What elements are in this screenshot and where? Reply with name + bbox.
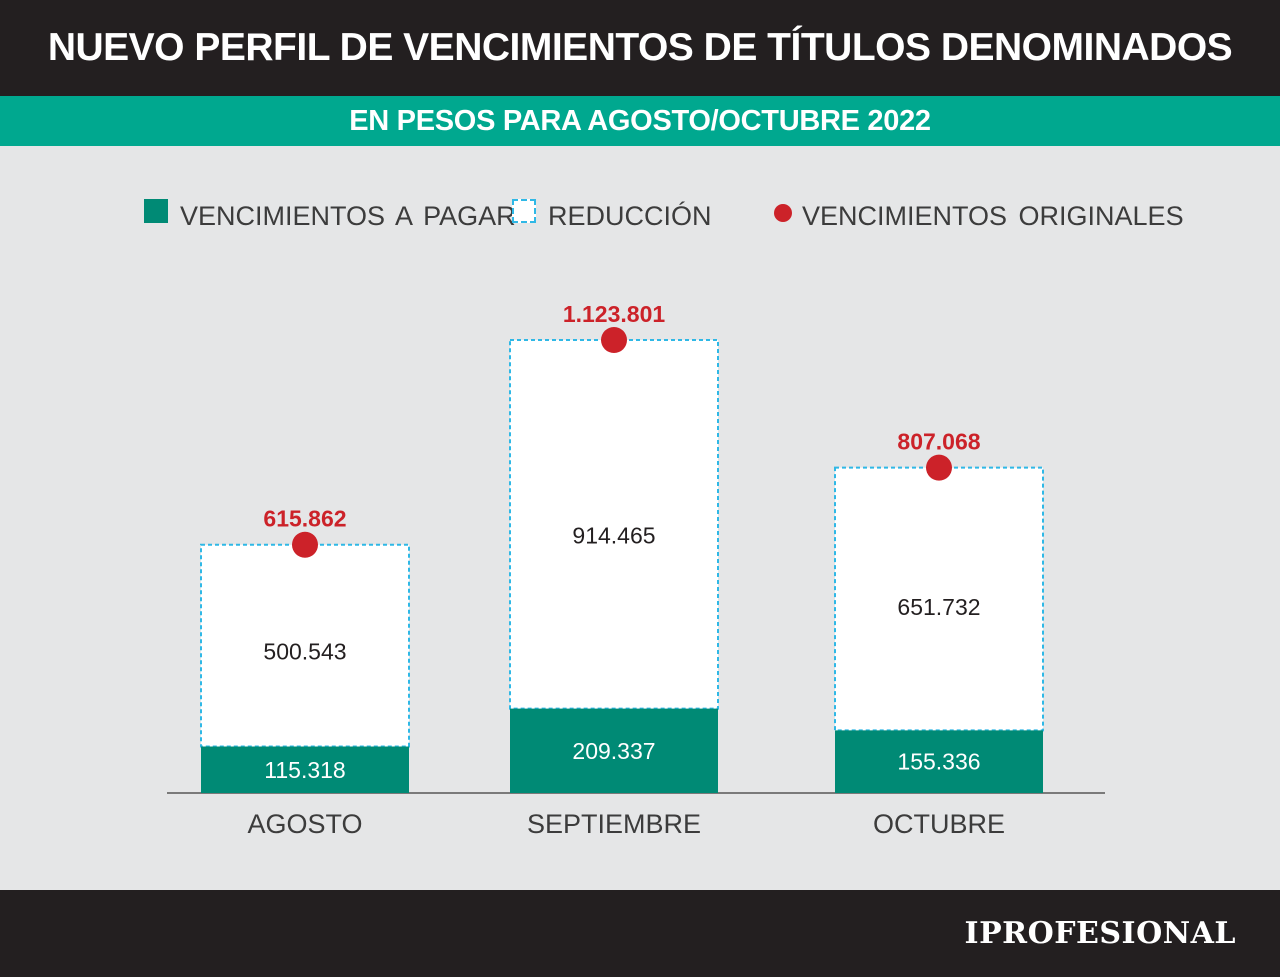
bar-pay-octubre bbox=[835, 730, 1043, 793]
bar-reduction-label: 500.543 bbox=[263, 639, 346, 665]
legend-label-original: VENCIMIENTOS ORIGINALES bbox=[802, 200, 1184, 231]
legend-swatch-pay bbox=[144, 199, 168, 223]
original-marker-dot bbox=[601, 327, 627, 353]
legend-item-original: VENCIMIENTOS ORIGINALES bbox=[774, 196, 1184, 236]
legend-swatch-reduction bbox=[512, 199, 536, 223]
bar-pay-label: 209.337 bbox=[572, 738, 655, 764]
legend-label-pay: VENCIMIENTOS A PAGAR bbox=[180, 200, 516, 231]
bar-pay-septiembre bbox=[510, 708, 718, 793]
legend-swatch-original bbox=[774, 204, 792, 222]
bar-pay-agosto bbox=[201, 746, 409, 793]
original-marker-label: 1.123.801 bbox=[563, 301, 666, 327]
legend-label-reduction: REDUCCIÓN bbox=[548, 200, 712, 231]
bar-reduction-label: 914.465 bbox=[572, 522, 655, 548]
x-tick-label: AGOSTO bbox=[247, 809, 362, 839]
title-band: NUEVO PERFIL DE VENCIMIENTOS DE TÍTULOS … bbox=[0, 0, 1280, 96]
chart-subtitle: EN PESOS PARA AGOSTO/OCTUBRE 2022 bbox=[349, 104, 931, 137]
original-marker-dot bbox=[926, 454, 952, 481]
bar-pay-label: 115.318 bbox=[264, 757, 345, 783]
original-marker-label: 615.862 bbox=[263, 506, 346, 532]
chart-title: NUEVO PERFIL DE VENCIMIENTOS DE TÍTULOS … bbox=[47, 26, 1233, 69]
bar-reduction-label: 651.732 bbox=[897, 594, 980, 620]
bar-reduction-septiembre bbox=[509, 339, 719, 710]
bar-reduction-octubre bbox=[834, 466, 1044, 732]
bar-reduction-agosto bbox=[200, 543, 410, 748]
legend-item-pay: VENCIMIENTOS A PAGAR bbox=[144, 196, 516, 236]
footer-band bbox=[0, 890, 1280, 977]
original-marker-label: 807.068 bbox=[897, 429, 980, 455]
subtitle-band: EN PESOS PARA AGOSTO/OCTUBRE 2022 bbox=[0, 96, 1280, 146]
bar-pay-label: 155.336 bbox=[897, 749, 980, 775]
original-marker-dot bbox=[292, 531, 318, 558]
brand-logo: IPROFESIONAL bbox=[964, 916, 1236, 951]
legend-item-reduction: REDUCCIÓN bbox=[512, 196, 712, 236]
x-tick-label: OCTUBRE bbox=[873, 809, 1005, 839]
x-tick-label: SEPTIEMBRE bbox=[527, 809, 701, 839]
